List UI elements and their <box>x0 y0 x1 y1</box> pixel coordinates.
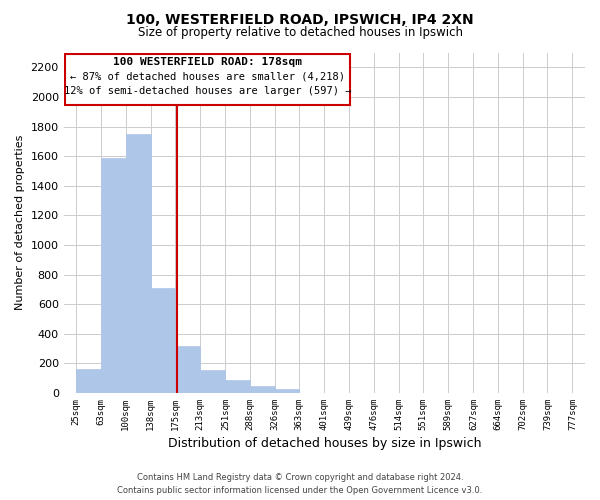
Bar <box>250 386 275 393</box>
Y-axis label: Number of detached properties: Number of detached properties <box>15 135 25 310</box>
Bar <box>200 370 226 393</box>
Text: 12% of semi-detached houses are larger (597) →: 12% of semi-detached houses are larger (… <box>64 86 351 96</box>
Text: Size of property relative to detached houses in Ipswich: Size of property relative to detached ho… <box>137 26 463 39</box>
Bar <box>151 288 175 393</box>
Text: Contains HM Land Registry data © Crown copyright and database right 2024.
Contai: Contains HM Land Registry data © Crown c… <box>118 474 482 495</box>
Bar <box>101 158 125 393</box>
Text: ← 87% of detached houses are smaller (4,218): ← 87% of detached houses are smaller (4,… <box>70 72 345 82</box>
FancyBboxPatch shape <box>65 54 350 105</box>
Text: 100 WESTERFIELD ROAD: 178sqm: 100 WESTERFIELD ROAD: 178sqm <box>113 57 302 67</box>
Bar <box>275 389 299 393</box>
X-axis label: Distribution of detached houses by size in Ipswich: Distribution of detached houses by size … <box>167 437 481 450</box>
Bar <box>76 370 101 393</box>
Bar <box>226 380 250 393</box>
Bar <box>125 134 151 393</box>
Text: 100, WESTERFIELD ROAD, IPSWICH, IP4 2XN: 100, WESTERFIELD ROAD, IPSWICH, IP4 2XN <box>126 12 474 26</box>
Bar <box>175 346 200 393</box>
